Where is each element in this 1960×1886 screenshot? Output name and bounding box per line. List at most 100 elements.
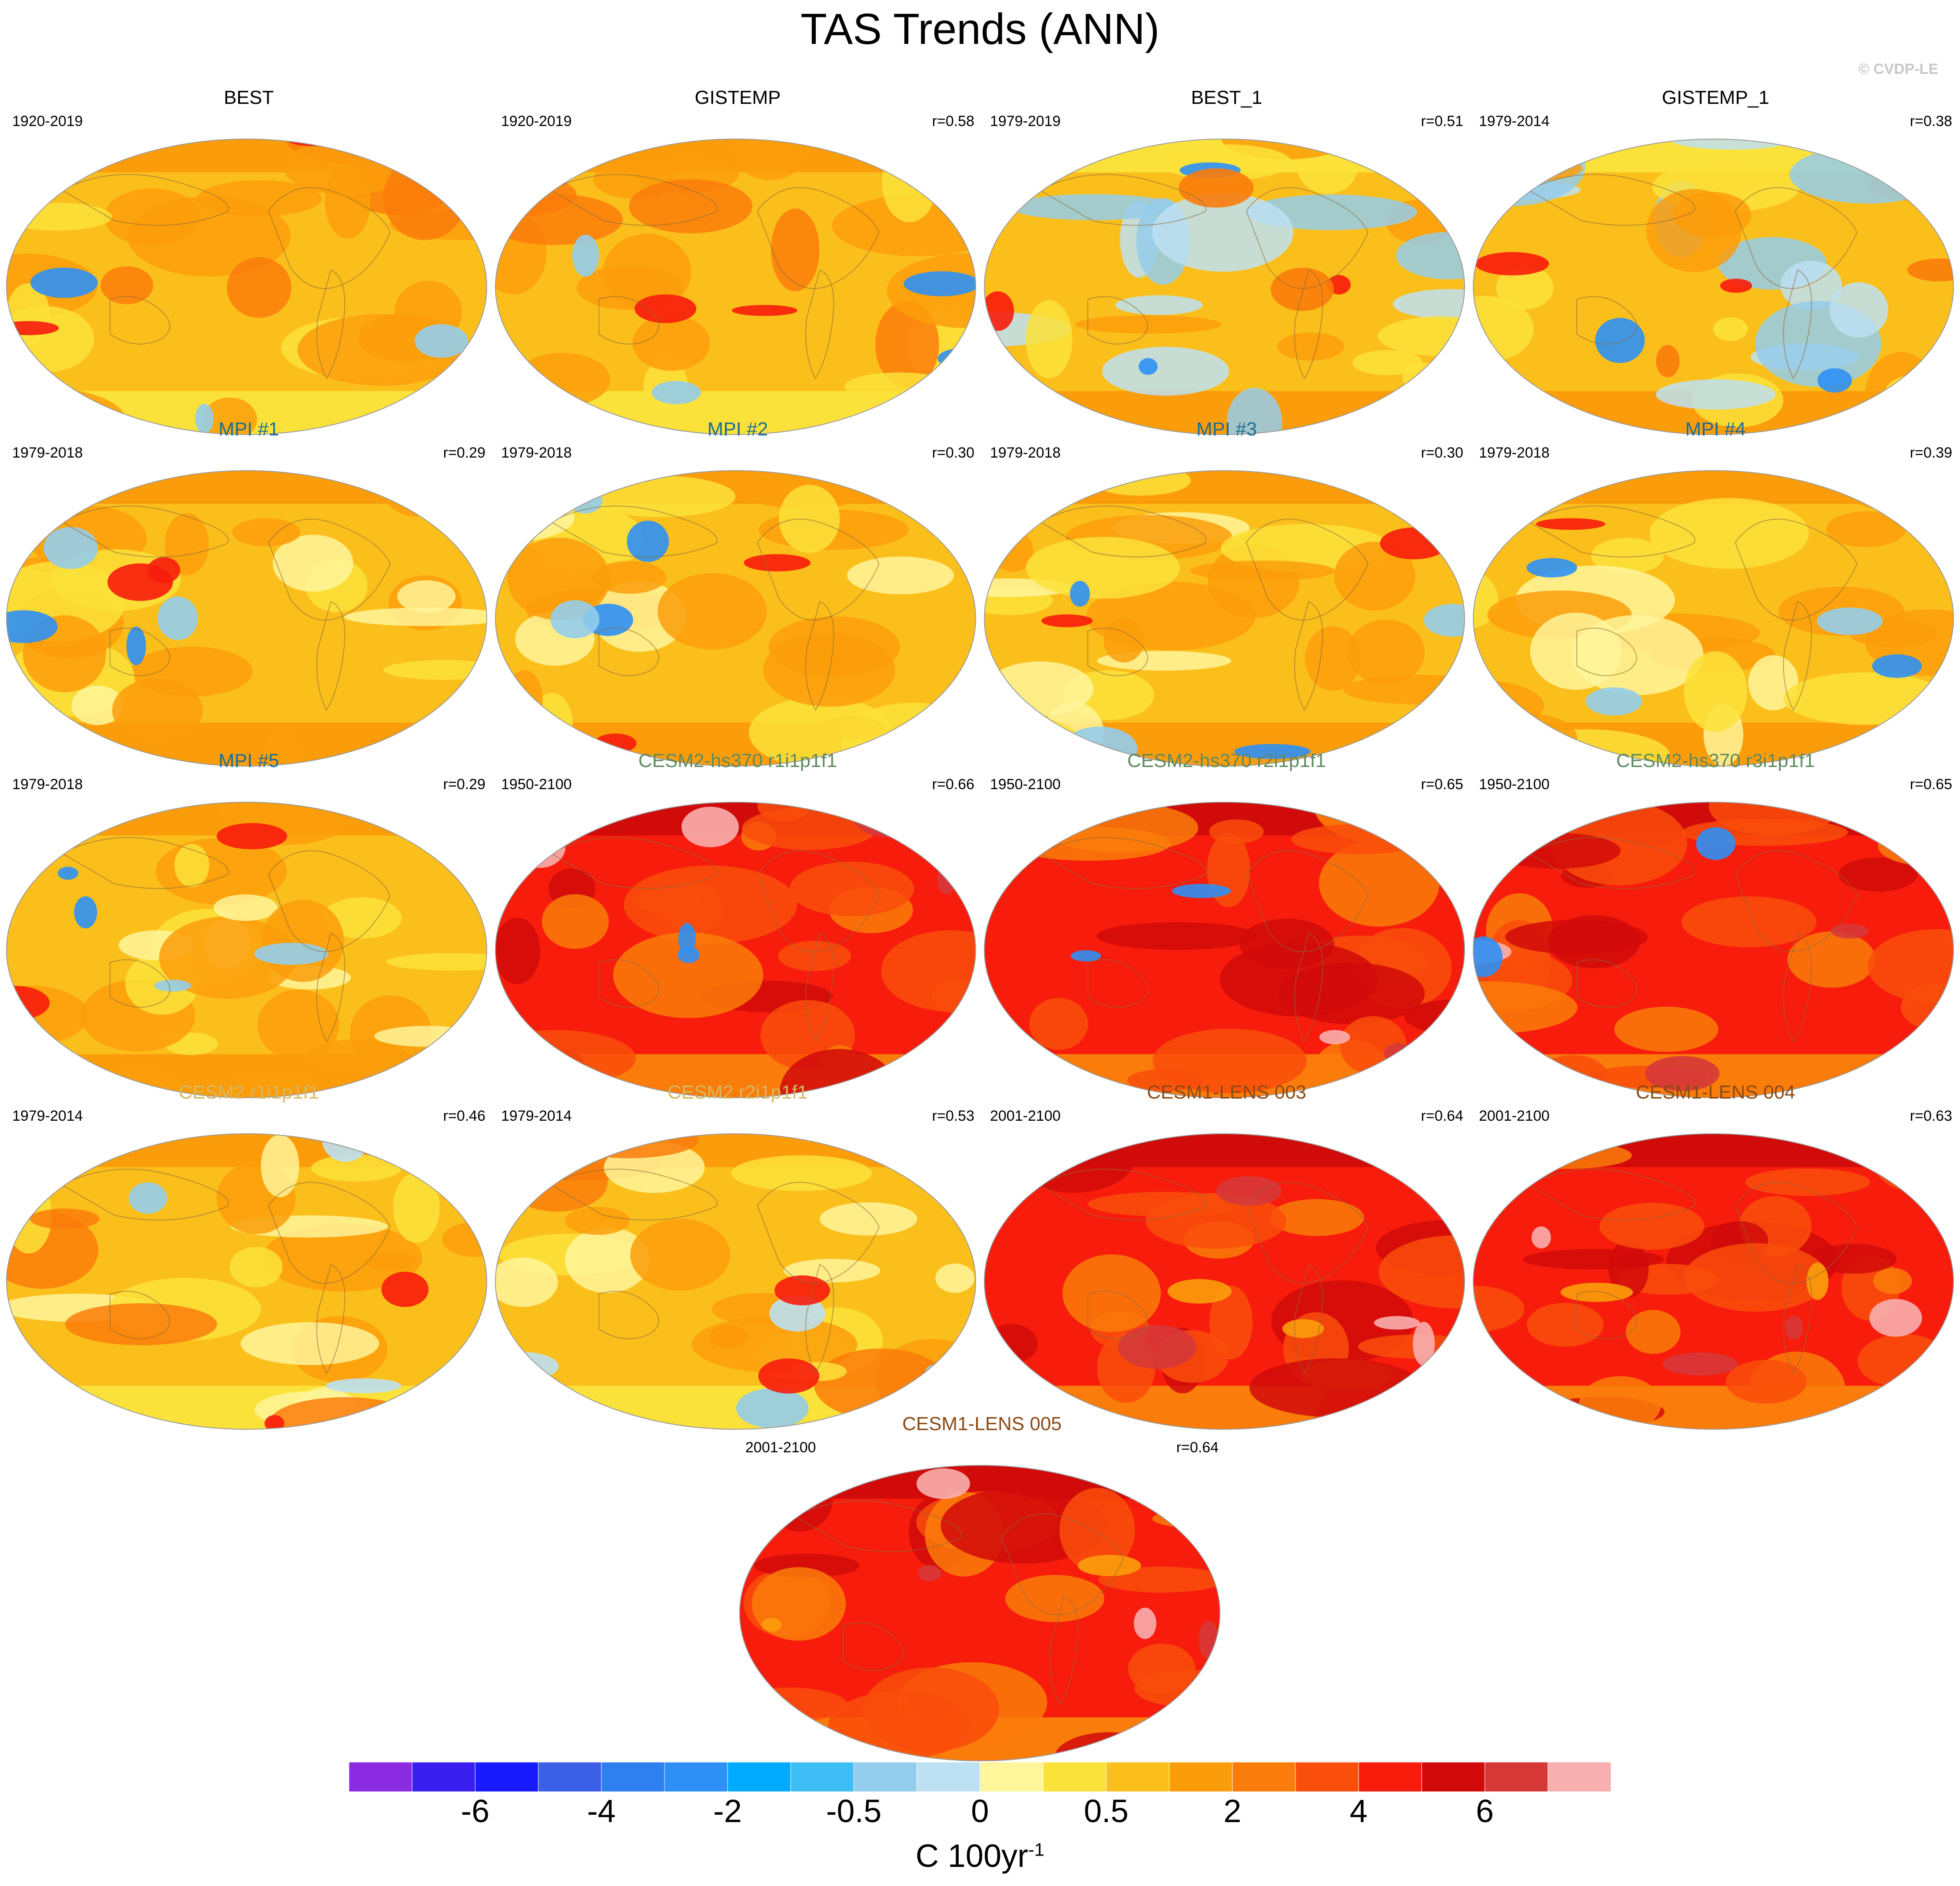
coastline [598, 296, 659, 345]
anomaly-spot [550, 600, 600, 638]
anomaly-spot [1412, 1322, 1435, 1366]
field-blob [272, 535, 353, 592]
colorbar-swatch [790, 1762, 854, 1792]
field-blob [1008, 826, 1171, 861]
anomaly-spot [1663, 1352, 1738, 1376]
field-blob [404, 1148, 452, 1172]
field-blob [442, 1222, 487, 1257]
coastline [110, 959, 170, 1008]
panel-title: CESM2 r2i1p1f1 [668, 1082, 808, 1103]
field-blob [515, 352, 611, 407]
coastline [1039, 1169, 1206, 1221]
field-blob [767, 1467, 833, 1532]
anomaly-spot [195, 404, 214, 434]
field-blob [1783, 672, 1947, 725]
field-blob [506, 1152, 608, 1212]
anomaly-spot [1831, 923, 1869, 939]
coastline [1049, 1595, 1079, 1706]
panel-period: 1920-2019 [501, 113, 572, 129]
field-blob [541, 894, 609, 949]
coastline [316, 269, 345, 380]
colorbar-swatch [1295, 1762, 1359, 1792]
figure-title: TAS Trends (ANN) [800, 5, 1160, 53]
anomaly-spot [326, 1378, 402, 1393]
field-blob [1626, 1310, 1681, 1354]
coastline [598, 1291, 659, 1339]
field-blob [1026, 537, 1180, 599]
coastline [1087, 1291, 1148, 1339]
panel-title: CESM2 r1i1p1f1 [179, 1082, 319, 1103]
field-blob [197, 180, 322, 217]
map-projection [495, 470, 976, 767]
coastline [1576, 959, 1637, 1008]
panel-correlation: r=0.38 [1910, 113, 1952, 129]
anomaly-spot [1077, 1555, 1141, 1576]
map-panel: GISTEMP 1920-2019 r=0.58 [493, 87, 982, 435]
map-panel: MPI #4 1979-2018 r=0.39 [1471, 418, 1960, 767]
field-blob [1857, 1334, 1950, 1388]
colorbar-swatch [412, 1762, 475, 1792]
anomaly-spot [1118, 1325, 1196, 1369]
panel-correlation: r=0.63 [1910, 1108, 1952, 1124]
panel-correlation: r=0.30 [932, 445, 974, 461]
field-blob [322, 897, 402, 939]
colorbar-swatch [1106, 1762, 1170, 1792]
panel-title: CESM1-LENS 003 [1147, 1082, 1306, 1103]
coastline [1734, 187, 1857, 289]
panel-title: CESM2-hs370 r3i1p1f1 [1616, 750, 1815, 771]
field-blob [427, 155, 487, 190]
arctic-band [7, 471, 487, 504]
coastline [1246, 850, 1369, 952]
coastline [1783, 1264, 1812, 1375]
map-outline [6, 1133, 487, 1430]
field-blob [1277, 332, 1344, 361]
field-blob [1096, 922, 1258, 950]
coastline [1576, 296, 1637, 345]
panel-correlation: r=0.39 [1910, 445, 1952, 461]
map-outline [984, 470, 1465, 767]
field-blob [344, 608, 487, 626]
map-projection [6, 1133, 487, 1430]
map-projection [984, 470, 1465, 767]
anomaly-spot [415, 324, 468, 358]
field-blob [1103, 617, 1144, 663]
panel-period: 1979-2018 [12, 445, 83, 461]
panel-period: 1979-2014 [501, 1108, 572, 1124]
anomaly-spot [57, 867, 79, 880]
coastline [316, 1264, 345, 1375]
anomaly-spot [937, 867, 956, 895]
field-blob [632, 315, 710, 371]
field-blob [984, 1324, 1038, 1364]
panel-title: CESM2-hs370 r2i1p1f1 [1127, 750, 1326, 771]
map-projection [739, 1465, 1220, 1761]
anomaly-spot [1475, 252, 1549, 276]
panel-correlation: r=0.51 [1421, 113, 1463, 129]
anomaly-spot [1380, 527, 1448, 560]
coastline [598, 628, 659, 676]
colorbar-swatch [664, 1762, 728, 1792]
anomaly-spot [916, 1468, 970, 1499]
field-blob [507, 538, 610, 621]
field-blob [229, 1069, 316, 1089]
coastline [598, 959, 659, 1008]
field-blob [1868, 929, 1953, 1004]
field-blob [828, 1691, 971, 1760]
field-blob [535, 802, 586, 834]
anomaly-spot [1526, 558, 1577, 578]
panel-correlation: r=0.65 [1910, 776, 1952, 793]
colorbar-swatch [538, 1762, 602, 1792]
coastline [268, 1182, 391, 1284]
field-blob [229, 1247, 283, 1288]
field-blob [1296, 139, 1359, 194]
field-blob [1787, 931, 1876, 988]
field-blob [159, 916, 296, 999]
colorbar-swatch [1548, 1762, 1611, 1792]
field-blob [202, 397, 257, 435]
field-blob [1389, 802, 1465, 858]
map-panel: CESM2-hs370 r3i1p1f1 1950-2100 r=0.65 [1471, 750, 1960, 1098]
coastline [110, 296, 170, 345]
field-blob [232, 518, 301, 547]
panel-correlation: r=0.29 [443, 776, 485, 793]
anomaly-spot [254, 943, 329, 965]
colorbar-swatch [1358, 1762, 1422, 1792]
